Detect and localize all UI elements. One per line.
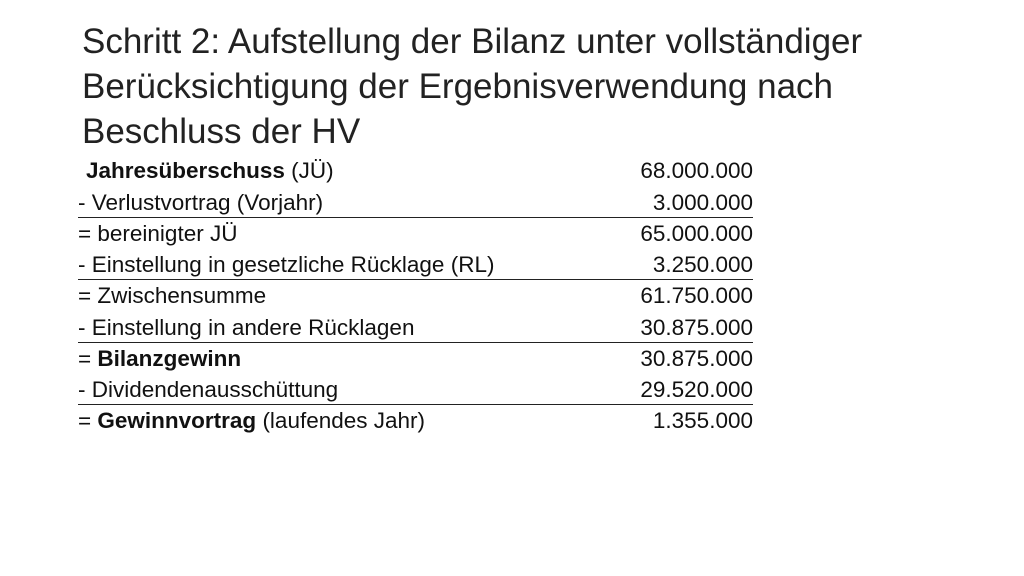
title-line-1: Schritt 2: Aufstellung der Bilanz unter … <box>82 22 863 61</box>
ergebnisverwendung-table: Jahresüberschuss (JÜ) 68.000.000 - Verlu… <box>78 155 758 437</box>
row-label: = Gewinnvortrag (laufendes Jahr) <box>78 408 426 433</box>
row-label: = Bilanzgewinn <box>78 345 242 371</box>
row-gewinnvortrag: = Gewinnvortrag (laufendes Jahr) 1.355.0… <box>78 405 753 437</box>
row-label: - Verlustvortrag (Vorjahr) <box>78 189 324 215</box>
row-amount: 65.000.000 <box>640 220 753 246</box>
row-amount: 1.355.000 <box>652 408 753 433</box>
row-label: = bereinigter JÜ <box>78 220 238 246</box>
row-amount: 61.750.000 <box>640 283 753 308</box>
row-zwischensumme: = Zwischensumme 61.750.000 <box>78 280 753 312</box>
row-label-bold: Gewinnvortrag <box>97 408 257 433</box>
row-amount: 30.875.000 <box>640 345 753 371</box>
row-label: = Zwischensumme <box>78 283 267 308</box>
row-bereinigter-jue: = bereinigter JÜ 65.000.000 <box>78 218 753 250</box>
row-label-bold: Bilanzgewinn <box>97 345 242 371</box>
row-amount: 3.250.000 <box>652 252 753 277</box>
row-amount: 30.875.000 <box>640 314 753 340</box>
row-jahresueberschuss: Jahresüberschuss (JÜ) 68.000.000 <box>78 155 753 187</box>
row-amount: 29.520.000 <box>640 377 753 402</box>
row-label: - Dividendenausschüttung <box>78 377 339 402</box>
title-line-2: Berücksichtigung der Ergebnisverwendung … <box>82 67 834 106</box>
row-amount: 3.000.000 <box>652 189 753 215</box>
row-label: Jahresüberschuss (JÜ) <box>86 158 334 183</box>
row-bilanzgewinn: = Bilanzgewinn 30.875.000 <box>78 343 753 375</box>
slide-title: Schritt 2: Aufstellung der Bilanz unter … <box>82 19 982 154</box>
row-andere-ruecklagen: - Einstellung in andere Rücklagen 30.875… <box>78 312 753 343</box>
row-label: - Einstellung in gesetzliche Rücklage (R… <box>78 252 495 277</box>
title-line-3: Beschluss der HV <box>82 112 361 151</box>
row-label-bold: Jahresüberschuss <box>86 158 285 183</box>
row-dividendenausschuettung: - Dividendenausschüttung 29.520.000 <box>78 374 753 405</box>
row-verlustvortrag: - Verlustvortrag (Vorjahr) 3.000.000 <box>78 187 753 218</box>
row-gesetzliche-ruecklage: - Einstellung in gesetzliche Rücklage (R… <box>78 249 753 280</box>
row-label: - Einstellung in andere Rücklagen <box>78 314 415 340</box>
row-amount: 68.000.000 <box>640 158 753 183</box>
